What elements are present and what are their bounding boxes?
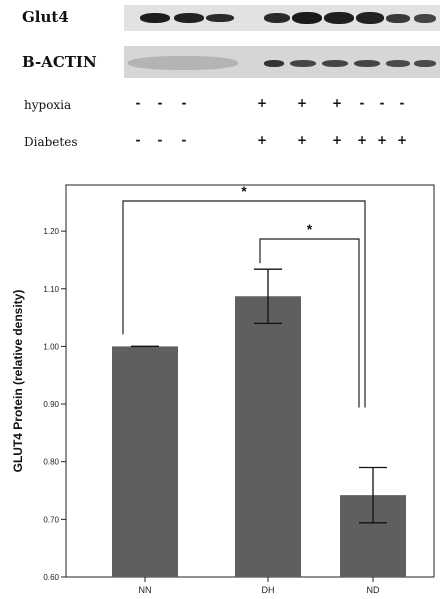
glut4-band: [206, 14, 234, 22]
diabetes-sign-4: +: [256, 133, 268, 147]
hypoxia-sign-8: -: [379, 96, 385, 110]
y-tick-label: 0.70: [43, 515, 59, 524]
diabetes-row-label: Diabetes: [24, 135, 78, 149]
y-tick-label: 0.60: [43, 573, 59, 582]
glut4-band: [386, 14, 410, 23]
significance-star: *: [307, 221, 313, 237]
diabetes-sign-6: +: [331, 133, 343, 147]
significance-bracket: [122, 200, 366, 408]
diabetes-sign-8: +: [376, 133, 388, 147]
hypoxia-sign-3: -: [181, 96, 187, 110]
glut4-band: [264, 13, 290, 23]
actin-band: [322, 60, 348, 67]
glut4-band: [140, 13, 170, 23]
significance-bracket: [259, 238, 360, 408]
diabetes-sign-2: -: [157, 133, 163, 147]
actin-band: [354, 60, 380, 67]
actin-band: [128, 56, 238, 70]
actin-band: [386, 60, 410, 67]
diabetes-sign-1: -: [135, 133, 141, 147]
diabetes-sign-7: +: [356, 133, 368, 147]
hypoxia-sign-1: -: [135, 96, 141, 110]
hypoxia-sign-7: -: [359, 96, 365, 110]
bar-dh: [235, 296, 301, 577]
hypoxia-row-label: hypoxia: [24, 98, 72, 112]
y-tick-label: 0.90: [43, 400, 59, 409]
y-tick-label: 1.00: [43, 342, 59, 351]
glut4-band: [324, 12, 354, 24]
y-axis-label: GLUT4 Protein (relative density): [11, 290, 25, 473]
x-tick-label: NN: [139, 585, 152, 595]
bar-nn: [112, 346, 178, 577]
x-tick-label: DH: [262, 585, 275, 595]
y-tick-label: 1.10: [43, 285, 59, 294]
glut4-bar-chart: 0.60 0.70 0.80 0.90 1.00 1.10 1.20 GLUT4 Protei…: [11, 183, 435, 595]
glut4-row-label: Glut4: [22, 8, 69, 26]
glut4-band: [174, 13, 204, 23]
hypoxia-sign-6: +: [331, 96, 343, 110]
hypoxia-sign-5: +: [296, 96, 308, 110]
glut4-band: [292, 12, 322, 24]
diabetes-sign-5: +: [296, 133, 308, 147]
actin-row-label: B-ACTIN: [22, 53, 97, 71]
actin-band: [414, 60, 436, 67]
glut4-blot-strip: [124, 5, 440, 31]
x-tick-label: ND: [367, 585, 380, 595]
y-tick-label: 0.80: [43, 458, 59, 467]
actin-blot-strip: [124, 46, 440, 78]
significance-star: *: [241, 183, 247, 199]
glut4-band: [356, 12, 384, 24]
diabetes-sign-3: -: [181, 133, 187, 147]
hypoxia-sign-4: +: [256, 96, 268, 110]
glut4-band: [414, 14, 436, 23]
hypoxia-sign-9: -: [399, 96, 405, 110]
y-tick-label: 1.20: [43, 227, 59, 236]
actin-band: [290, 60, 316, 67]
hypoxia-sign-2: -: [157, 96, 163, 110]
diabetes-sign-9: +: [396, 133, 408, 147]
actin-band: [264, 60, 284, 67]
western-blot-panel: Glut4 B-ACTIN hypoxia - - - + + + - - - Diabetes…: [0, 0, 442, 175]
